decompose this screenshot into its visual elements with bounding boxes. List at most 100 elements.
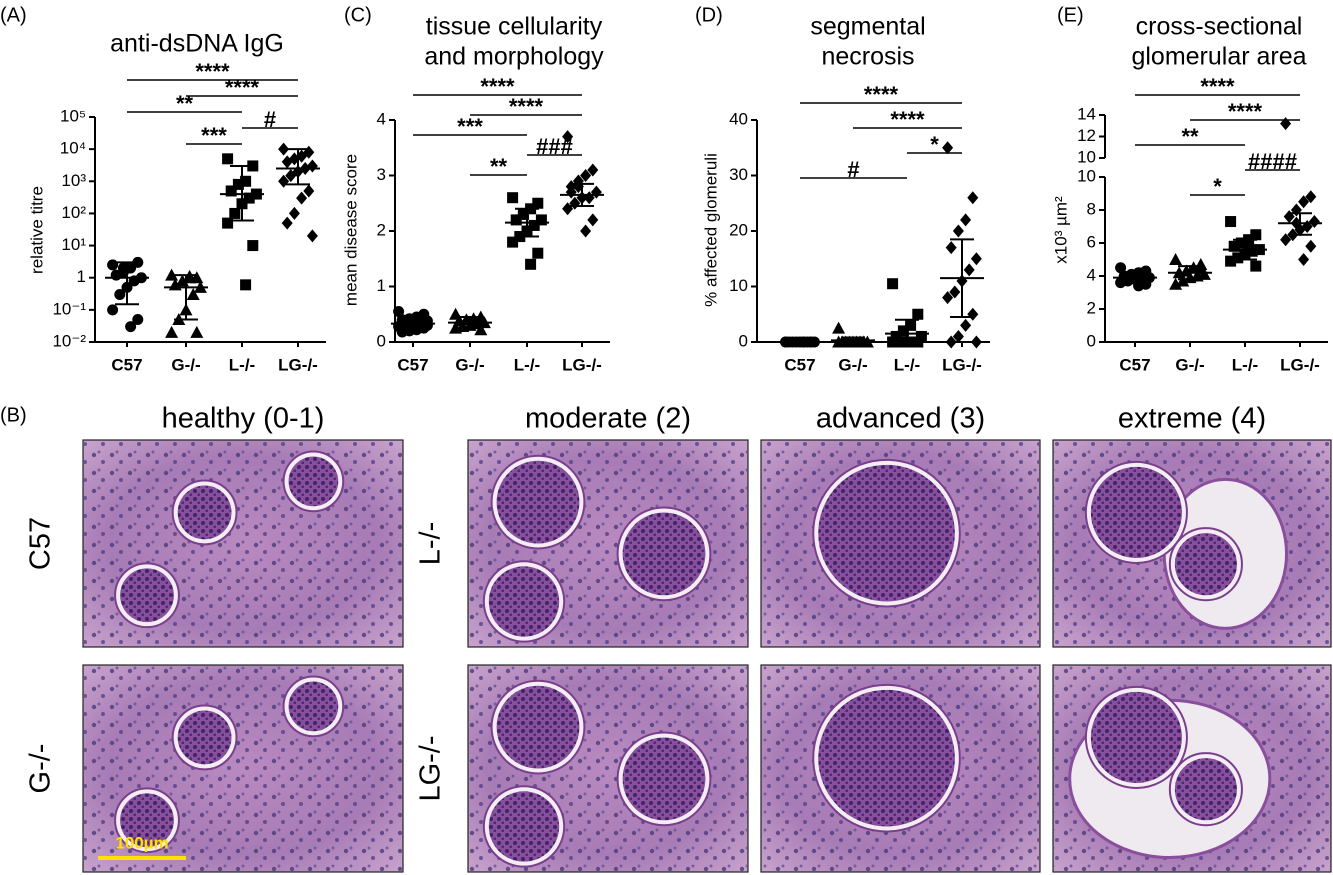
- y-tick-label: 0: [739, 331, 748, 350]
- y-tick-label: 12: [1077, 126, 1096, 145]
- y-tick-label: 14: [1077, 104, 1096, 123]
- significance-label: **: [490, 154, 508, 179]
- x-tick-label: C57: [1119, 355, 1150, 374]
- column-label: extreme (4): [1118, 403, 1266, 435]
- scale-bar-label: 100µm: [115, 833, 168, 852]
- glomerulus: [1090, 691, 1182, 783]
- x-tick-label: L-/-: [1232, 355, 1258, 374]
- data-point: [1250, 260, 1262, 272]
- data-point: [278, 142, 290, 156]
- glomerulus: [177, 710, 232, 765]
- y-tick-label: 3: [377, 165, 386, 184]
- glomerulus: [622, 512, 706, 596]
- x-tick-label: G-/-: [455, 355, 484, 374]
- glomerulus: [1174, 533, 1237, 596]
- data-point: [1225, 216, 1237, 228]
- y-tick-label: 10⁻¹: [52, 299, 86, 318]
- data-point: [393, 305, 405, 317]
- y-tick-label: 10⁴: [60, 139, 86, 158]
- data-point: [1235, 237, 1247, 249]
- data-point: [1305, 190, 1317, 204]
- significance-label: **: [176, 91, 194, 116]
- y-axis-label: relative titre: [27, 186, 46, 274]
- glomerulus: [1174, 758, 1237, 821]
- data-point: [303, 184, 315, 198]
- x-tick-label: G-/-: [1175, 355, 1204, 374]
- data-point: [1169, 253, 1183, 265]
- data-point: [1250, 229, 1262, 241]
- significance-label: ####: [1248, 149, 1297, 174]
- y-axis-label: x10³ µm²: [1051, 196, 1070, 264]
- x-tick-label: LG-/-: [942, 355, 982, 374]
- data-point: [165, 325, 179, 338]
- y-tick-label: 10⁻²: [52, 331, 86, 350]
- y-tick-label: 2: [1087, 298, 1096, 317]
- panel-label: (E): [1057, 4, 1084, 26]
- x-tick-label: L-/-: [894, 355, 920, 374]
- chart-title: and morphology: [424, 43, 604, 71]
- y-tick-label: 0: [1087, 331, 1096, 350]
- y-axis-label: % affected glomeruli: [701, 153, 720, 307]
- data-point: [281, 216, 293, 230]
- data-point: [945, 241, 957, 255]
- significance-label: ****: [225, 75, 260, 100]
- data-point: [897, 325, 909, 337]
- significance-label: ***: [201, 123, 227, 148]
- significance-label: ****: [890, 107, 925, 132]
- data-point: [970, 252, 982, 266]
- y-tick-label: 8: [1087, 199, 1096, 218]
- data-point: [1280, 233, 1292, 247]
- x-tick-label: LG-/-: [1280, 355, 1320, 374]
- significance-label: *: [930, 132, 939, 157]
- data-point: [125, 321, 137, 333]
- x-tick-label: LG-/-: [278, 355, 318, 374]
- charts: (A) anti-dsDNA IgG relative titre 10⁻² 10⁻¹ 1…: [0, 4, 1328, 374]
- significance-label: *: [1213, 174, 1222, 199]
- data-point: [114, 289, 126, 301]
- data-point: [905, 319, 917, 331]
- data-point: [525, 258, 537, 270]
- data-point: [107, 304, 119, 316]
- row-label: L-/-: [415, 522, 447, 566]
- y-tick-label: 6: [1087, 232, 1096, 251]
- data-point: [970, 335, 982, 349]
- y-tick-label: 10²: [61, 203, 86, 222]
- data-point: [580, 224, 592, 238]
- significance-label: ****: [480, 74, 515, 99]
- data-point: [1305, 239, 1317, 253]
- data-point: [949, 285, 961, 299]
- x-tick-label: L-/-: [514, 355, 540, 374]
- chart-title: anti-dsDNA IgG: [110, 30, 284, 58]
- glomerulus: [818, 464, 955, 602]
- data-point: [942, 291, 954, 305]
- y-tick-label: 10¹: [61, 235, 86, 254]
- significance-label: ****: [1228, 99, 1263, 124]
- data-point: [1298, 195, 1310, 209]
- data-point: [562, 130, 574, 144]
- glomerulus: [818, 689, 955, 827]
- data-point: [1228, 240, 1240, 252]
- data-point: [912, 308, 924, 320]
- significance-label: ****: [864, 82, 899, 107]
- glomerulus: [488, 566, 560, 637]
- significance-label: **: [1181, 124, 1199, 149]
- row-label: C57: [25, 517, 57, 570]
- column-label: moderate (2): [525, 403, 691, 435]
- glomerulus: [1090, 466, 1182, 558]
- panel-label: (C): [344, 4, 372, 26]
- chart-title: necrosis: [821, 43, 914, 71]
- data-point: [915, 330, 927, 342]
- significance-label: ###: [536, 134, 573, 159]
- data-point: [960, 318, 972, 332]
- y-axis-label: mean disease score: [341, 154, 360, 306]
- significance-label: ****: [1200, 74, 1235, 99]
- x-tick-label: C57: [397, 355, 428, 374]
- data-point: [1308, 215, 1320, 229]
- data-point: [967, 191, 979, 205]
- chart-title: tissue cellularity: [426, 13, 603, 41]
- y-tick-label: 10⁵: [60, 106, 86, 125]
- data-point: [952, 329, 964, 343]
- y-tick-label: 40: [729, 109, 748, 128]
- x-tick-label: C57: [111, 355, 142, 374]
